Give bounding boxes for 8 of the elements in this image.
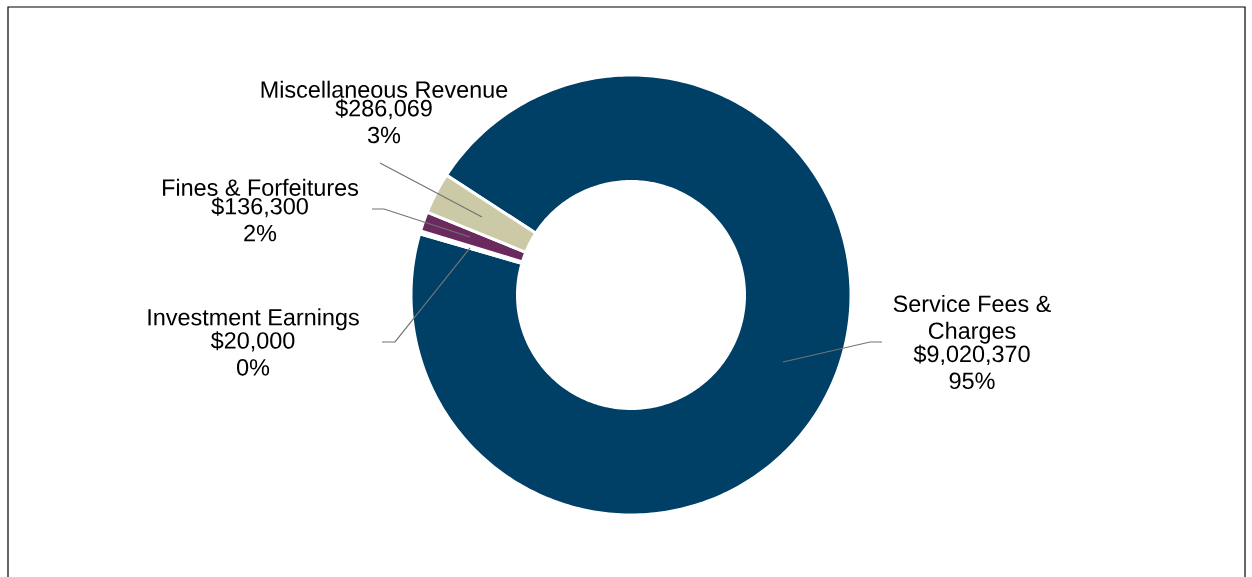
slice-label: Investment Earnings: [148, 308, 359, 331]
data-label: $20,000 0%: [210, 331, 295, 376]
slice-label: Miscellaneous Revenue: [261, 80, 508, 98]
slice-label: Service Fees & Charges: [893, 294, 1051, 344]
data-label: $286,069 3%: [335, 98, 432, 144]
slice-label: Fines & Forfeitures: [163, 178, 359, 196]
data-label: $136,300 2%: [211, 196, 308, 242]
data-label: $9,020,370 95%: [913, 344, 1030, 390]
